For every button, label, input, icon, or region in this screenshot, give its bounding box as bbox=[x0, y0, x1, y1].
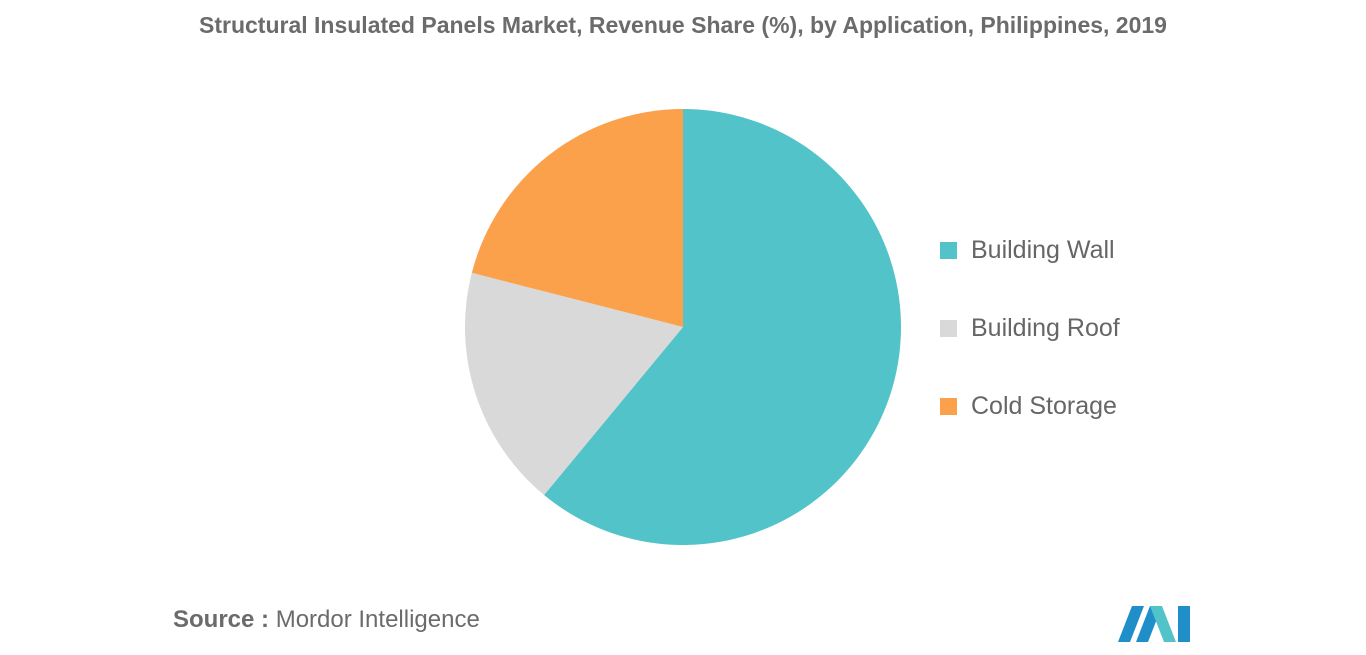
legend-item-building-roof: Building Roof bbox=[940, 308, 1120, 348]
legend-swatch-building-roof bbox=[940, 319, 957, 337]
mordor-intelligence-logo-icon bbox=[1118, 606, 1190, 642]
legend-label-building-roof: Building Roof bbox=[971, 313, 1120, 342]
chart-legend: Building Wall Building Roof Cold Storage bbox=[940, 230, 1120, 464]
pie-slice-building-roof bbox=[465, 272, 683, 495]
legend-swatch-building-wall bbox=[940, 241, 957, 259]
source-prefix: Source : bbox=[173, 606, 270, 633]
source-note: Source : Mordor Intelligence bbox=[173, 606, 480, 634]
legend-label-cold-storage: Cold Storage bbox=[971, 391, 1117, 420]
source-text: Mordor Intelligence bbox=[275, 606, 480, 633]
chart-title: Structural Insulated Panels Market, Reve… bbox=[199, 12, 1167, 38]
legend-swatch-cold-storage bbox=[940, 397, 957, 415]
legend-label-building-wall: Building Wall bbox=[971, 235, 1115, 264]
pie-slice-cold-storage bbox=[471, 109, 683, 327]
legend-item-cold-storage: Cold Storage bbox=[940, 386, 1120, 426]
pie-slice-building-wall bbox=[544, 109, 901, 546]
legend-item-building-wall: Building Wall bbox=[940, 230, 1120, 270]
